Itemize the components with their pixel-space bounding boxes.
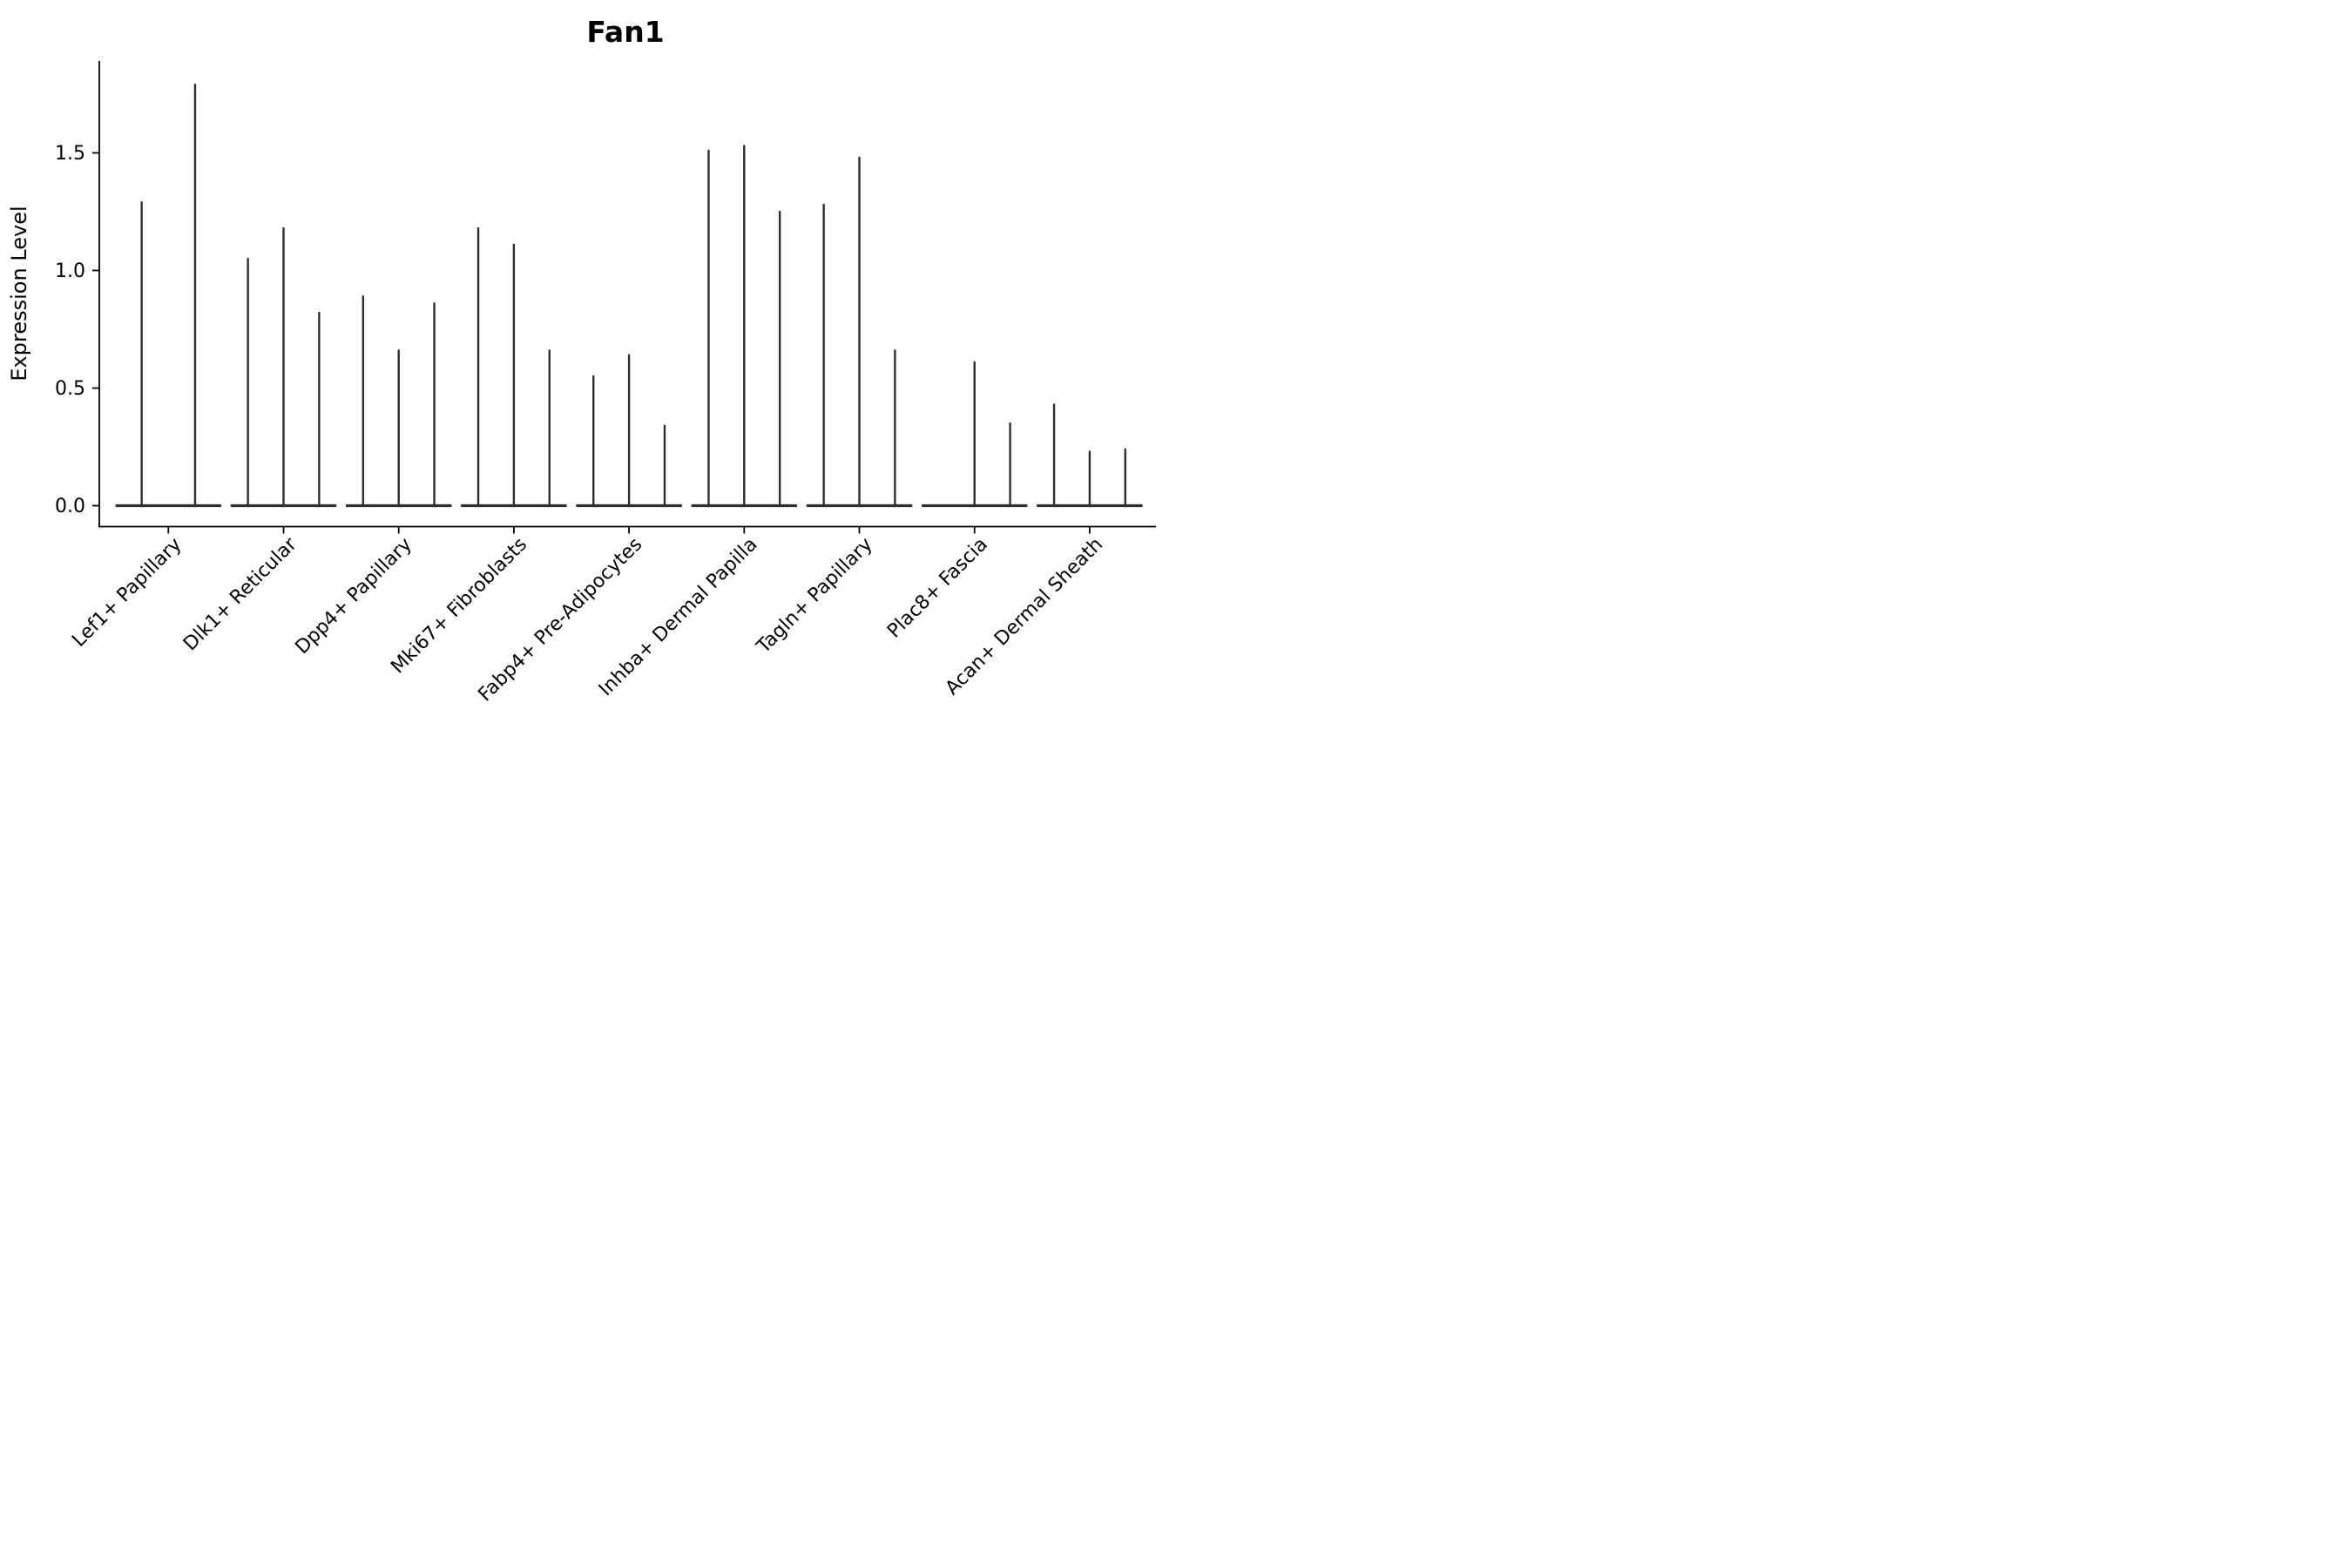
x-tick-label: Tagln+ Papillary bbox=[753, 534, 877, 659]
y-tick-label: 1.0 bbox=[55, 260, 85, 282]
chart-title: Fan1 bbox=[586, 15, 664, 49]
violin-chart-canvas: Fan1 Expression Level 0.0 0.5 1.0 1.5 Lef1+… bbox=[7, 15, 1156, 706]
y-tick-label: 0.0 bbox=[55, 496, 85, 517]
x-tick-label: Dpp4+ Papillary bbox=[291, 534, 416, 659]
y-axis-label: Expression Level bbox=[7, 206, 31, 381]
y-tick-label: 1.5 bbox=[55, 143, 85, 165]
axes-layer: 0.0 0.5 1.0 1.5 bbox=[55, 61, 1156, 534]
x-tick-label: Lef1+ Papillary bbox=[68, 534, 186, 652]
y-tick-label: 0.5 bbox=[55, 378, 85, 400]
violin-plot-figure: Fan1 Expression Level 0.0 0.5 1.0 1.5 Lef1+… bbox=[0, 0, 1176, 784]
violins-layer bbox=[115, 83, 1143, 508]
x-tick-label: Plac8+ Fascia bbox=[883, 534, 992, 643]
x-tick-label: Dlk1+ Reticular bbox=[179, 533, 301, 655]
